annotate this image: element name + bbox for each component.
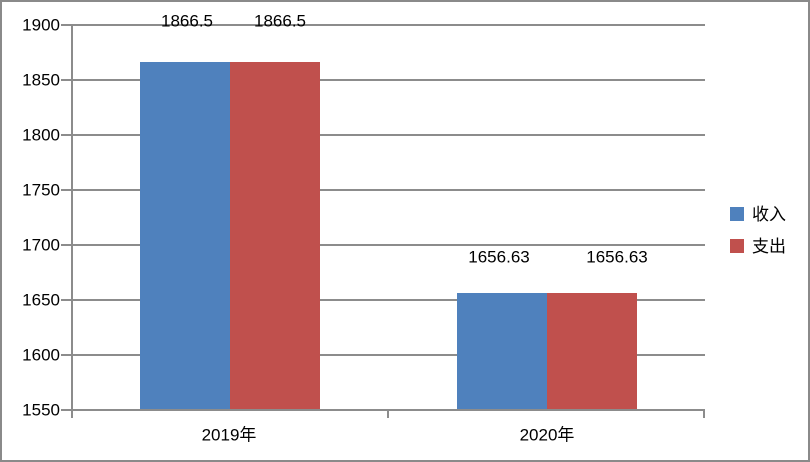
y-axis-tick-label: 1800 bbox=[22, 125, 60, 145]
x-axis-line bbox=[61, 409, 705, 411]
gridline bbox=[61, 299, 705, 301]
legend-label: 支出 bbox=[752, 236, 786, 256]
gridline bbox=[61, 79, 705, 81]
data-label-支出-2020年: 1656.63 bbox=[586, 247, 648, 267]
category-label: 2020年 bbox=[519, 425, 575, 445]
bar-收入-2020年 bbox=[457, 292, 547, 409]
y-axis-tick-label: 1750 bbox=[22, 180, 60, 200]
gridline bbox=[61, 24, 705, 26]
y-axis-tick-label: 1850 bbox=[22, 70, 60, 90]
x-axis-tick bbox=[387, 410, 389, 418]
legend-item-支出: 支出 bbox=[730, 236, 786, 256]
y-axis-tick-label: 1900 bbox=[22, 15, 60, 35]
data-label-收入-2020年: 1656.63 bbox=[468, 247, 530, 267]
legend-item-收入: 收入 bbox=[730, 204, 786, 224]
y-axis-tick-label: 1600 bbox=[22, 345, 60, 365]
legend: 收入 支出 bbox=[730, 204, 786, 268]
gridline bbox=[61, 134, 705, 136]
data-label-收入-2019年: 1866.5 bbox=[161, 11, 213, 31]
y-axis-tick-label: 1550 bbox=[22, 400, 60, 420]
gridline bbox=[61, 244, 705, 246]
gridline bbox=[61, 189, 705, 191]
bar-支出-2019年 bbox=[230, 61, 320, 409]
x-axis-tick bbox=[703, 410, 705, 418]
bar-支出-2020年 bbox=[547, 292, 637, 409]
data-label-支出-2019年: 1866.5 bbox=[254, 11, 306, 31]
y-axis-line bbox=[71, 24, 73, 411]
category-label: 2019年 bbox=[201, 425, 257, 445]
y-axis-tick-label: 1650 bbox=[22, 290, 60, 310]
legend-swatch-icon bbox=[730, 239, 744, 253]
bar-收入-2019年 bbox=[140, 61, 230, 409]
x-axis-tick bbox=[71, 410, 73, 418]
gridline bbox=[61, 354, 705, 356]
legend-label: 收入 bbox=[752, 204, 786, 224]
legend-swatch-icon bbox=[730, 207, 744, 221]
y-axis-tick-label: 1700 bbox=[22, 235, 60, 255]
